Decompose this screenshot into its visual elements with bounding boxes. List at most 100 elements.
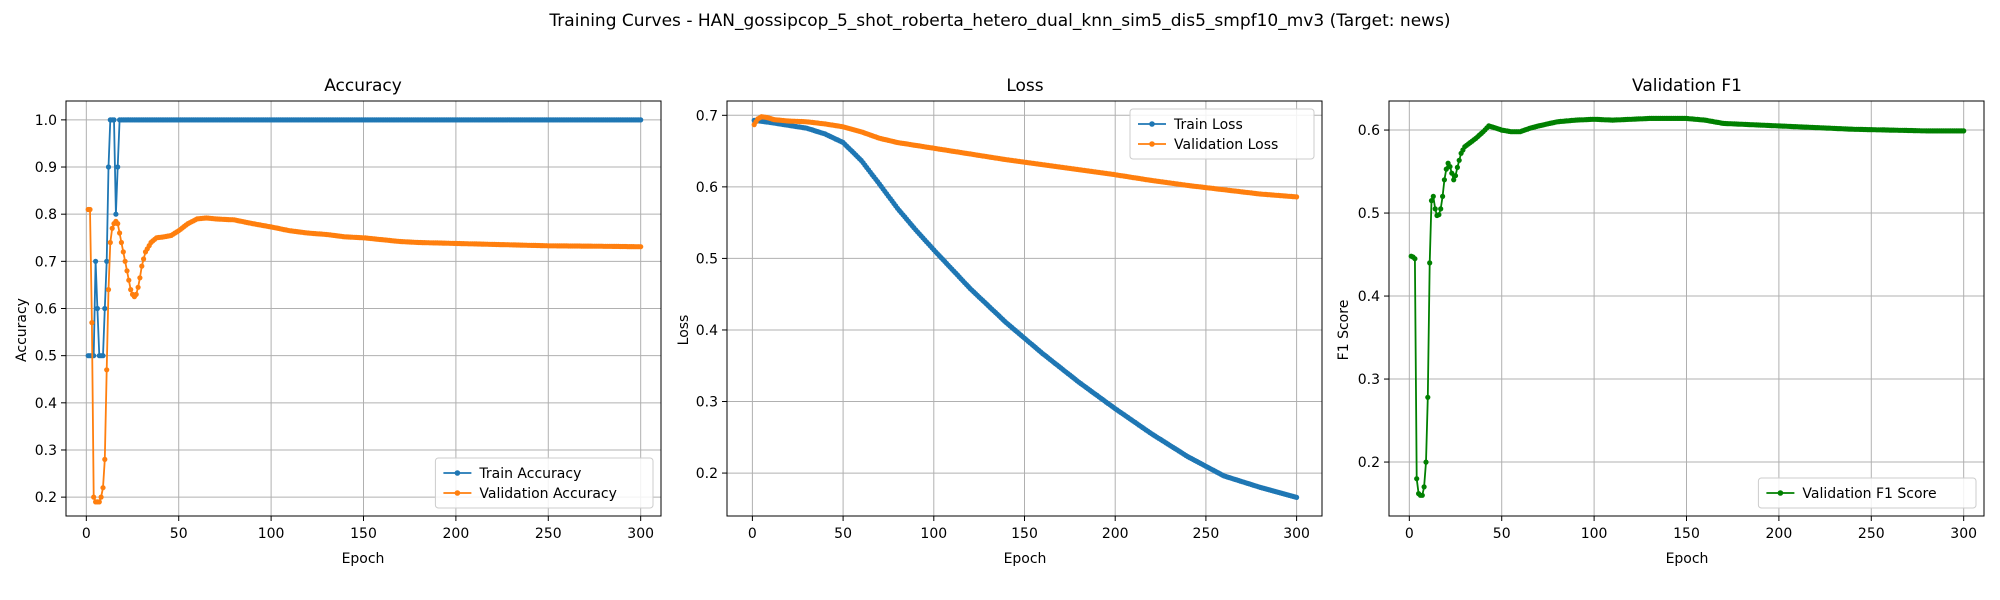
x-tick-label: 250	[1858, 526, 1885, 542]
y-tick-label: 0.5	[696, 251, 718, 267]
x-tick-label: 0	[82, 526, 91, 542]
loss-title: Loss	[1006, 76, 1043, 96]
data-point	[107, 239, 113, 246]
x-tick-label: 300	[1950, 526, 1977, 542]
data-point	[96, 499, 102, 505]
data-point	[1412, 256, 1418, 262]
data-point	[141, 256, 147, 262]
data-point	[638, 117, 644, 123]
data-point	[1428, 198, 1435, 204]
y-tick-label: 0.2	[1358, 455, 1380, 471]
data-point	[104, 367, 110, 373]
data-point	[1443, 166, 1449, 172]
data-point	[1456, 157, 1462, 163]
legend-box	[434, 457, 654, 509]
x-tick-label: 100	[258, 526, 285, 542]
data-point	[1419, 492, 1425, 498]
x-tick-label: 100	[1581, 526, 1608, 542]
data-point	[91, 494, 97, 500]
y-tick-label: 1.0	[35, 113, 57, 129]
data-point	[105, 164, 112, 170]
data-point	[117, 230, 123, 236]
legend-box	[1757, 477, 1977, 509]
y-tick-label: 0.3	[35, 443, 57, 459]
x-tick-label: 150	[1673, 526, 1700, 542]
data-point	[1961, 128, 1967, 134]
data-point	[109, 225, 115, 231]
data-point	[1294, 194, 1300, 200]
x-tick-label: 100	[920, 526, 947, 542]
x-tick-label: 250	[1193, 526, 1220, 542]
data-point	[113, 211, 119, 217]
y-tick-label: 0.3	[1358, 372, 1380, 388]
data-point	[87, 206, 93, 213]
y-tick-label: 0.5	[35, 349, 57, 365]
f1-xlabel: Epoch	[1666, 551, 1709, 567]
f1-title: Validation F1	[1632, 76, 1742, 96]
data-point	[1421, 484, 1427, 490]
x-tick-label: 250	[535, 526, 562, 542]
accuracy-title: Accuracy	[324, 76, 402, 96]
legend-label: Train Accuracy	[478, 466, 581, 482]
data-point	[1454, 164, 1460, 170]
legend-box	[1129, 108, 1315, 160]
data-point	[120, 249, 126, 255]
data-point	[105, 287, 112, 293]
data-point	[139, 263, 145, 269]
data-point	[137, 275, 143, 281]
data-point	[1441, 177, 1447, 183]
data-point	[115, 221, 121, 227]
data-point	[1438, 206, 1444, 212]
y-tick-label: 0.7	[696, 108, 718, 124]
data-point	[115, 164, 121, 170]
data-point	[1294, 494, 1300, 500]
x-tick-label: 200	[1102, 526, 1129, 542]
y-tick-label: 0.4	[1358, 289, 1380, 305]
data-point	[126, 277, 132, 283]
y-tick-label: 0.2	[696, 466, 718, 482]
data-point	[122, 258, 128, 264]
legend-label: Validation Accuracy	[479, 486, 617, 502]
x-tick-label: 300	[627, 526, 654, 542]
x-tick-label: 50	[834, 526, 852, 542]
legend-swatch-marker	[1777, 490, 1784, 496]
x-tick-label: 0	[748, 526, 757, 542]
accuracy-ylabel: Accuracy	[14, 298, 30, 362]
y-tick-label: 0.7	[35, 254, 57, 270]
x-tick-label: 0	[1405, 526, 1414, 542]
accuracy-panel: Accuracy Epoch Accuracy 0 50 100 150 200 250 3…	[14, 76, 662, 567]
data-point	[111, 117, 117, 123]
data-point	[128, 287, 134, 293]
y-tick-label: 0.5	[1358, 206, 1380, 222]
y-tick-label: 0.6	[696, 180, 718, 196]
data-point	[1452, 173, 1459, 179]
x-tick-label: 150	[1011, 526, 1038, 542]
accuracy-xlabel: Epoch	[342, 551, 385, 567]
data-point	[98, 494, 104, 500]
loss-xlabel: Epoch	[1004, 551, 1047, 567]
y-tick-label: 0.4	[35, 396, 57, 412]
x-tick-label: 50	[1493, 526, 1511, 542]
f1-panel: Validation F1 Epoch F1 Score 0 50 100 150 20…	[1336, 76, 1985, 567]
data-point	[104, 258, 110, 264]
data-point	[118, 239, 124, 246]
legend-label: Validation Loss	[1174, 137, 1278, 153]
f1-ylabel: F1 Score	[1336, 300, 1352, 361]
y-tick-label: 0.3	[696, 395, 718, 411]
data-point	[135, 284, 141, 290]
data-point	[1432, 206, 1438, 212]
legend-label: Train Loss	[1173, 117, 1243, 133]
data-point	[1414, 476, 1420, 482]
data-point	[100, 353, 106, 359]
data-point	[1425, 394, 1431, 400]
data-point	[1440, 193, 1446, 199]
legend-swatch-marker	[454, 470, 461, 476]
y-tick-label: 0.9	[35, 160, 57, 176]
data-point	[93, 258, 99, 264]
y-tick-label: 0.8	[35, 207, 57, 223]
x-tick-label: 200	[443, 526, 470, 542]
x-tick-label: 300	[1283, 526, 1310, 542]
legend-swatch-marker	[454, 490, 461, 496]
